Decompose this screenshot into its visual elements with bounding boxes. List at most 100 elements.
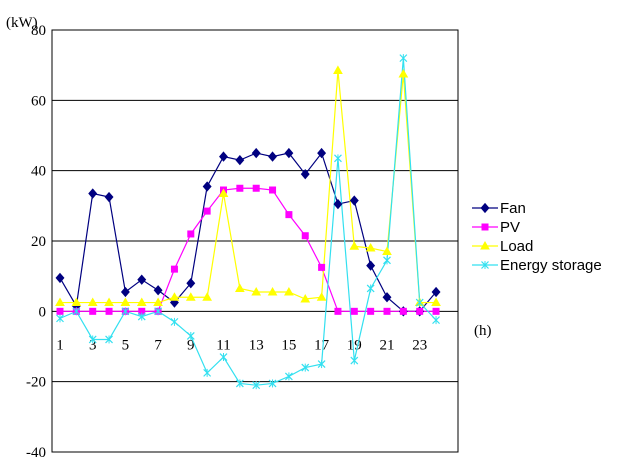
- energy-storage-point: [334, 154, 342, 163]
- pv-point: [285, 211, 293, 219]
- fan-point: [88, 188, 98, 199]
- load-point: [300, 294, 311, 303]
- load-point: [120, 297, 131, 307]
- load-point: [153, 297, 163, 307]
- legend-label: Energy storage: [500, 257, 602, 274]
- energy-storage-point: [219, 353, 228, 362]
- load-point: [382, 246, 392, 256]
- legend-swatch-marker: [480, 240, 490, 250]
- fan-point: [349, 195, 359, 206]
- x-tick-label: 23: [412, 337, 427, 353]
- pv-markers: [56, 184, 440, 315]
- y-tick-label: -40: [26, 445, 46, 461]
- pv-point: [252, 184, 260, 192]
- energy-storage-markers: [56, 54, 440, 390]
- fan-point: [431, 286, 441, 298]
- x-tick-label: 3: [89, 337, 97, 353]
- fan-point: [284, 147, 294, 159]
- energy-storage-point: [56, 314, 64, 323]
- legend-item-load: Load: [472, 238, 533, 255]
- load-point: [202, 292, 213, 301]
- legend-label: PV: [500, 219, 520, 236]
- energy-storage-point: [72, 307, 81, 316]
- load-point: [71, 297, 82, 307]
- x-axis-unit-label: (h): [474, 323, 492, 339]
- load-point: [55, 297, 65, 307]
- energy-storage-point: [154, 307, 163, 316]
- pv-point: [187, 230, 195, 238]
- legend-item-energy-storage: Energy storage: [472, 257, 602, 274]
- pv-point: [89, 307, 97, 315]
- y-tick-label: -20: [26, 375, 46, 391]
- legend: Fan PV Load Energy storage: [472, 200, 602, 274]
- pv-point: [236, 184, 244, 192]
- fan-point: [104, 191, 114, 203]
- fan-point: [333, 198, 343, 210]
- load-line: [60, 70, 437, 304]
- legend-label: Load: [500, 238, 533, 255]
- fan-point: [55, 272, 65, 284]
- load-point: [234, 283, 245, 292]
- y-tick-label: 60: [31, 93, 46, 109]
- pv-point: [383, 307, 391, 315]
- load-point: [104, 297, 114, 307]
- fan-point: [137, 274, 147, 285]
- pv-point: [399, 307, 407, 315]
- energy-storage-point: [301, 363, 310, 372]
- x-tick-label: 21: [380, 337, 395, 353]
- energy-storage-point: [186, 331, 195, 340]
- x-tick-label: 9: [187, 337, 195, 353]
- pv-point: [318, 263, 326, 271]
- legend-swatch-marker: [480, 202, 490, 214]
- y-tick-label: 20: [31, 234, 46, 250]
- pv-point: [350, 307, 358, 315]
- load-point: [284, 286, 294, 296]
- energy-storage-point: [317, 360, 326, 369]
- x-tick-label: 1: [56, 337, 64, 353]
- energy-storage-point: [252, 381, 261, 390]
- fan-point: [153, 285, 163, 296]
- legend-swatch-marker: [481, 261, 489, 269]
- y-tick-label: 80: [31, 23, 46, 39]
- pv-point: [432, 307, 440, 315]
- pv-point: [105, 307, 113, 315]
- y-axis-unit-label: (kW): [6, 15, 38, 31]
- energy-storage-point: [105, 335, 113, 344]
- fan-point: [268, 151, 278, 162]
- energy-storage-point: [366, 284, 375, 293]
- energy-storage-point: [88, 335, 97, 344]
- pv-point: [367, 307, 375, 315]
- x-tick-label: 17: [314, 337, 330, 353]
- energy-storage-point: [383, 256, 391, 265]
- fan-point: [251, 147, 261, 159]
- pv-point: [56, 307, 64, 315]
- load-point: [333, 65, 343, 74]
- y-tick-label: 0: [39, 304, 47, 320]
- y-axis-tick-labels: 80 60 40 20 0 -20 -40: [26, 23, 46, 461]
- fan-point: [202, 181, 212, 192]
- fan-point: [235, 154, 245, 166]
- energy-storage-point: [399, 54, 408, 63]
- legend-item-pv: PV: [472, 219, 520, 236]
- energy-storage-point: [121, 307, 130, 316]
- fan-line: [59, 151, 437, 312]
- load-markers: [55, 65, 441, 307]
- energy-storage-point: [170, 317, 179, 326]
- pv-point: [170, 265, 178, 273]
- energy-storage-point: [203, 368, 212, 377]
- fan-point: [300, 169, 310, 180]
- energy-storage-point: [235, 379, 244, 388]
- pv-point: [416, 307, 424, 315]
- x-tick-label: 7: [154, 337, 162, 353]
- energy-storage-point: [415, 298, 424, 307]
- load-point: [349, 241, 360, 250]
- y-tick-label: 40: [31, 164, 46, 180]
- load-point: [365, 243, 376, 252]
- energy-storage-point: [432, 316, 440, 325]
- x-tick-label: 11: [216, 337, 230, 353]
- pv-point: [334, 307, 342, 315]
- energy-storage-point: [284, 372, 293, 381]
- energy-storage-point: [350, 356, 359, 365]
- series-markers: [55, 54, 441, 390]
